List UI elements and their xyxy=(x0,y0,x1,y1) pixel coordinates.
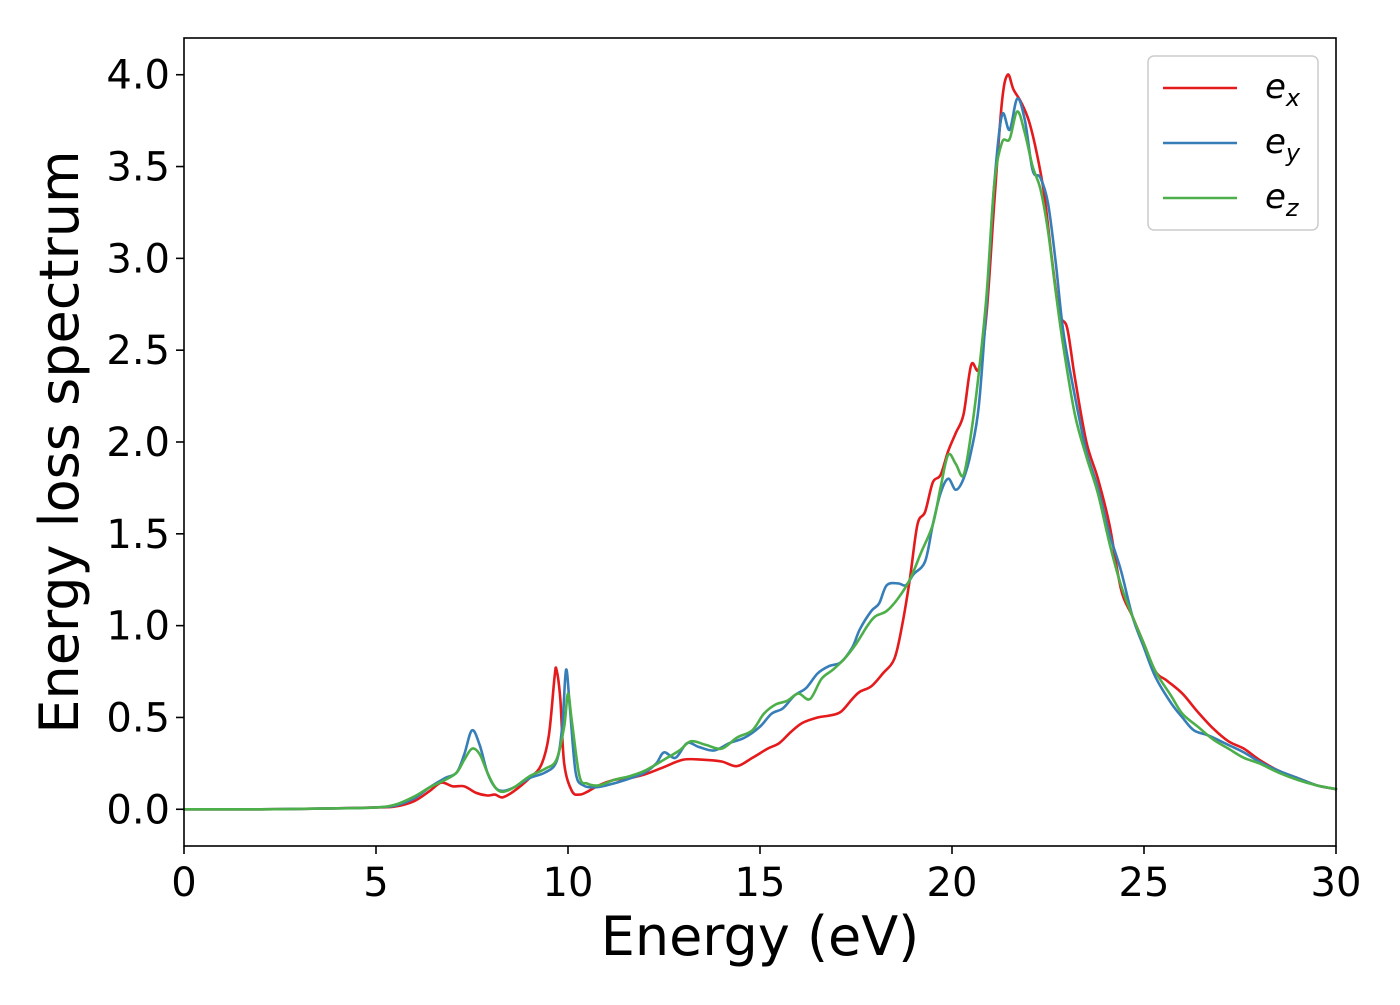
x-tick-label: 25 xyxy=(1119,860,1170,906)
y-tick-label: 2.5 xyxy=(106,328,170,374)
x-axis-ticks: 0 5 10 15 20 25 30 xyxy=(171,846,1361,906)
y-tick-label: 2.0 xyxy=(106,420,170,466)
y-tick-label: 0.0 xyxy=(106,787,170,833)
series-layer xyxy=(182,73,1338,811)
x-tick-label: 10 xyxy=(543,860,594,906)
x-axis-label: Energy (eV) xyxy=(601,905,920,968)
y-axis-label: Energy loss spectrum xyxy=(28,150,91,733)
x-tick-label: 15 xyxy=(735,860,786,906)
y-tick-label: 3.5 xyxy=(106,145,170,191)
y-tick-label: 3.0 xyxy=(106,236,170,282)
y-tick-label: 1.5 xyxy=(106,512,170,558)
y-axis-ticks: 0.0 0.5 1.0 1.5 2.0 2.5 3.0 3.5 4.0 xyxy=(106,53,184,833)
x-tick-label: 0 xyxy=(171,860,196,906)
x-tick-label: 20 xyxy=(927,860,978,906)
x-tick-label: 30 xyxy=(1311,860,1362,906)
y-tick-label: 0.5 xyxy=(106,695,170,741)
y-tick-label: 1.0 xyxy=(106,604,170,650)
x-tick-label: 5 xyxy=(363,860,388,906)
y-tick-label: 4.0 xyxy=(106,53,170,99)
series-line-e-z xyxy=(182,110,1338,811)
